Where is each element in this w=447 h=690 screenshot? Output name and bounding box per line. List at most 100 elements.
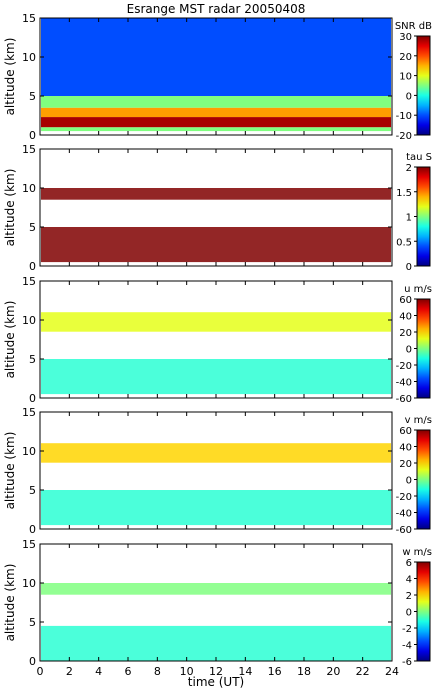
colorbar-tick-label: 40 <box>399 312 412 323</box>
colorbar-tick-label: 30 <box>399 32 412 43</box>
y-tick-label: 15 <box>22 406 36 419</box>
data-layer <box>41 312 391 332</box>
x-tick-label: 2 <box>66 665 73 678</box>
colorbar <box>416 35 431 136</box>
colorbar-label: v m/s <box>405 415 432 426</box>
x-tick-label: 12 <box>209 665 223 678</box>
y-tick-label: 15 <box>22 538 36 551</box>
x-tick-label: 18 <box>297 665 311 678</box>
y-tick-label: 0 <box>29 655 36 668</box>
x-tick-label: 4 <box>95 665 102 678</box>
colorbar-tick-label: -40 <box>396 509 412 520</box>
colorbar-tick-label: -2 <box>402 624 412 635</box>
x-tick-label: 16 <box>268 665 282 678</box>
colorbar-tick-label: 2 <box>406 591 412 602</box>
data-layer <box>41 227 391 263</box>
colorbar-tick-label: -20 <box>396 361 412 372</box>
panel-3: 0 5 10 15 altitude (km) u m/s -60 -40 -20 0 20 40 60 <box>3 275 432 405</box>
x-tick-label: 6 <box>125 665 132 678</box>
colorbar-tick-label: 40 <box>399 443 412 454</box>
data-layer <box>41 443 391 463</box>
colorbar-tick-label: 1.5 <box>396 188 412 199</box>
colorbar-tick-label: 2 <box>406 163 412 174</box>
data-layer <box>41 117 391 128</box>
colorbar-tick-label: -40 <box>396 378 412 389</box>
colorbar-tick-label: 0.5 <box>396 237 412 248</box>
y-axis-label: altitude (km) <box>3 38 17 116</box>
colorbar-tick-label: 0 <box>406 91 412 102</box>
colorbar-tick-label: 0 <box>406 262 412 273</box>
colorbar-tick-label: 0 <box>406 345 412 356</box>
colorbar <box>416 561 431 662</box>
y-tick-label: 15 <box>22 275 36 288</box>
colorbar-tick-label: 60 <box>399 295 412 306</box>
data-layer <box>41 583 391 595</box>
colorbar-tick-label: 20 <box>399 328 412 339</box>
colorbar-tick-label: 20 <box>399 459 412 470</box>
y-tick-label: 10 <box>22 182 36 195</box>
y-tick-label: 5 <box>29 353 36 366</box>
data-layer <box>41 18 391 96</box>
y-tick-label: 5 <box>29 221 36 234</box>
y-tick-label: 10 <box>22 577 36 590</box>
y-tick-label: 0 <box>29 260 36 273</box>
y-axis-label: altitude (km) <box>3 169 17 247</box>
y-tick-label: 5 <box>29 484 36 497</box>
y-tick-label: 5 <box>29 616 36 629</box>
colorbar-tick-label: 60 <box>399 426 412 437</box>
data-layer <box>41 625 391 661</box>
data-layer <box>41 188 391 200</box>
y-tick-label: 10 <box>22 51 36 64</box>
y-tick-label: 10 <box>22 314 36 327</box>
colorbar-tick-label: -20 <box>396 131 412 142</box>
colorbar <box>416 429 431 530</box>
colorbar-tick-label: -60 <box>396 394 412 405</box>
y-tick-label: 0 <box>29 392 36 405</box>
y-tick-label: 0 <box>29 523 36 536</box>
y-axis-label: altitude (km) <box>3 564 17 642</box>
x-tick-label: 0 <box>37 665 44 678</box>
y-axis-label: altitude (km) <box>3 301 17 379</box>
colorbar-tick-label: -60 <box>396 525 412 536</box>
x-tick-label: 10 <box>180 665 194 678</box>
panel-1: 0 5 10 15 altitude (km) Esrange MST radar 200… <box>3 2 432 142</box>
y-tick-label: 15 <box>22 143 36 156</box>
colorbar-tick-label: -20 <box>396 492 412 503</box>
data-layer <box>41 359 391 395</box>
x-tick-label: 24 <box>385 665 399 678</box>
colorbar-tick-label: 0 <box>406 608 412 619</box>
colorbar <box>416 166 431 267</box>
colorbar-tick-label: 20 <box>399 52 412 63</box>
colorbar-tick-label: 1 <box>406 213 412 224</box>
x-tick-label: 22 <box>356 665 370 678</box>
colorbar-tick-label: 0 <box>406 476 412 487</box>
y-axis-label: altitude (km) <box>3 432 17 510</box>
colorbar-tick-label: 6 <box>406 558 412 569</box>
colorbar-tick-label: -6 <box>402 657 412 668</box>
y-tick-label: 15 <box>22 12 36 25</box>
data-layer <box>41 490 391 526</box>
chart-title: Esrange MST radar 20050408 <box>127 2 306 16</box>
panel-2: 0 5 10 15 altitude (km) tau S 0 0.5 1 1.5 2 <box>3 143 432 273</box>
colorbar-label: u m/s <box>404 284 432 295</box>
x-axis-label: time (UT) <box>188 675 244 689</box>
y-tick-label: 5 <box>29 90 36 103</box>
colorbar-label: tau S <box>406 152 432 163</box>
data-layer <box>41 96 391 108</box>
x-tick-label: 8 <box>154 665 161 678</box>
panel-4: 0 5 10 15 altitude (km) v m/s -60 -40 -20 0 20 40 60 <box>3 406 432 536</box>
y-tick-label: 10 <box>22 445 36 458</box>
x-tick-label: 14 <box>238 665 252 678</box>
data-layer <box>41 107 391 118</box>
colorbar-tick-label: -10 <box>396 111 412 122</box>
colorbar-label: w m/s <box>402 547 432 558</box>
colorbar-tick-label: -4 <box>402 641 412 652</box>
data-layer <box>41 127 391 132</box>
colorbar-tick-label: 10 <box>399 72 412 83</box>
colorbar-label: SNR dB <box>395 21 432 32</box>
x-tick-label: 20 <box>326 665 340 678</box>
colorbar <box>416 298 431 399</box>
